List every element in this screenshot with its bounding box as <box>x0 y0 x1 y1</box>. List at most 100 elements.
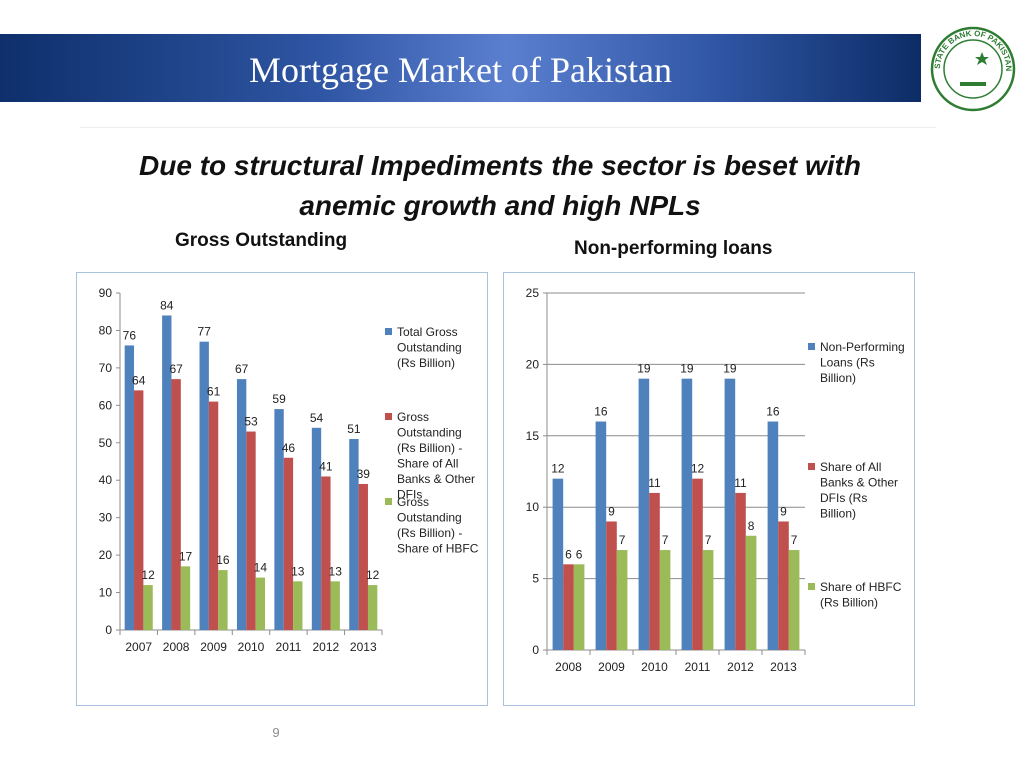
data-label: 61 <box>207 385 221 399</box>
data-label: 16 <box>766 405 780 419</box>
bar <box>255 577 266 630</box>
bar <box>311 427 322 630</box>
legend-label: Share of All <box>820 460 881 474</box>
y-tick-label: 30 <box>99 511 113 525</box>
y-tick-label: 15 <box>526 429 540 443</box>
data-label: 6 <box>565 547 572 561</box>
y-tick-label: 80 <box>99 323 113 337</box>
legend-label: Billion) <box>820 507 856 521</box>
data-label: 9 <box>780 504 787 518</box>
data-label: 7 <box>662 533 669 547</box>
data-label: 9 <box>608 504 615 518</box>
legend-label: DFIs (Rs <box>820 491 867 505</box>
bar <box>788 550 800 650</box>
legend-label: Total Gross <box>397 325 458 339</box>
y-tick-label: 90 <box>99 286 113 300</box>
legend-label: DFIs <box>397 488 422 502</box>
data-label: 77 <box>198 325 212 339</box>
data-label: 11 <box>734 476 747 490</box>
bar <box>283 457 294 630</box>
page-number: 9 <box>272 725 280 740</box>
y-tick-label: 40 <box>99 473 113 487</box>
data-label: 7 <box>791 533 798 547</box>
x-tick-label: 2009 <box>200 640 227 654</box>
chart-title-npl: Non-performing loans <box>574 238 773 259</box>
legend-label: Loans (Rs <box>820 356 875 370</box>
bar <box>274 409 284 630</box>
legend-label: Share of HBFC <box>397 542 479 556</box>
data-label: 41 <box>319 459 333 473</box>
data-label: 16 <box>216 553 230 567</box>
header-divider <box>80 127 936 128</box>
y-tick-label: 50 <box>99 436 113 450</box>
legend-swatch <box>385 413 392 420</box>
bar <box>180 566 191 630</box>
data-label: 51 <box>347 422 361 436</box>
bar <box>778 521 789 650</box>
bar <box>171 379 181 630</box>
legend-label: Billion) <box>820 371 856 385</box>
y-tick-label: 10 <box>99 586 113 600</box>
bar <box>143 585 153 630</box>
data-label: 46 <box>282 441 296 455</box>
x-tick-label: 2012 <box>727 660 754 674</box>
legend-swatch <box>808 583 815 590</box>
legend-label: Gross <box>397 495 429 509</box>
data-label: 11 <box>648 476 661 490</box>
x-tick-label: 2008 <box>163 640 190 654</box>
bar <box>767 421 779 650</box>
legend-swatch <box>808 463 815 470</box>
legend-swatch <box>808 343 815 350</box>
x-tick-label: 2011 <box>276 640 302 654</box>
x-tick-label: 2013 <box>350 640 377 654</box>
bar <box>218 570 228 630</box>
data-label: 64 <box>132 373 146 387</box>
legend-label: Outstanding <box>397 341 462 355</box>
bar <box>199 341 209 630</box>
x-tick-label: 2007 <box>125 640 152 654</box>
data-label: 67 <box>169 362 183 376</box>
legend-label: Banks & Other <box>397 472 475 486</box>
x-tick-label: 2010 <box>238 640 265 654</box>
data-label: 12 <box>141 568 155 582</box>
bar <box>616 550 628 650</box>
data-label: 7 <box>705 533 712 547</box>
npl-chart: 0 5 10 15 20 25 2008 2009 2010 2011 2012 2013 12 16 19… <box>526 286 905 674</box>
data-label: 14 <box>254 561 268 575</box>
bar <box>293 581 303 630</box>
bar <box>563 564 574 650</box>
y-tick-label: 20 <box>526 357 540 371</box>
legend-label: Non-Performing <box>820 340 905 354</box>
legend-label: (Rs Billion) - <box>397 441 462 455</box>
bar <box>638 378 650 650</box>
title-banner <box>0 34 921 102</box>
data-label: 13 <box>329 564 343 578</box>
y-tick-label: 10 <box>526 500 540 514</box>
bar <box>595 421 607 650</box>
bar <box>134 390 144 630</box>
legend-label: (Rs Billion) - <box>397 526 462 540</box>
bar <box>702 550 714 650</box>
y-tick-label: 60 <box>99 398 113 412</box>
data-label: 17 <box>179 549 193 563</box>
bar <box>124 345 135 630</box>
gross-outstanding-chart: 0 10 20 30 40 50 60 70 80 90 2007 2008 2009 2010 2011 2… <box>99 286 479 654</box>
y-tick-label: 20 <box>99 548 113 562</box>
legend-label: Outstanding <box>397 511 462 525</box>
bar <box>745 535 757 650</box>
bar <box>649 492 660 650</box>
data-label: 6 <box>576 547 583 561</box>
data-label: 59 <box>272 392 286 406</box>
state-bank-seal-logo: STATE BANK OF PAKISTAN <box>930 26 1016 112</box>
data-label: 12 <box>691 462 705 476</box>
bar <box>573 564 585 650</box>
bar <box>724 378 736 650</box>
gross-outstanding-chart-panel: 0 10 20 30 40 50 60 70 80 90 2007 2008 2009 2010 2011 2… <box>76 272 488 706</box>
data-label: 53 <box>244 415 258 429</box>
bar <box>367 585 378 630</box>
legend-swatch <box>385 328 392 335</box>
data-label: 39 <box>357 467 371 481</box>
bar <box>349 439 359 630</box>
x-tick-label: 2011 <box>685 660 711 674</box>
data-label: 12 <box>366 568 380 582</box>
